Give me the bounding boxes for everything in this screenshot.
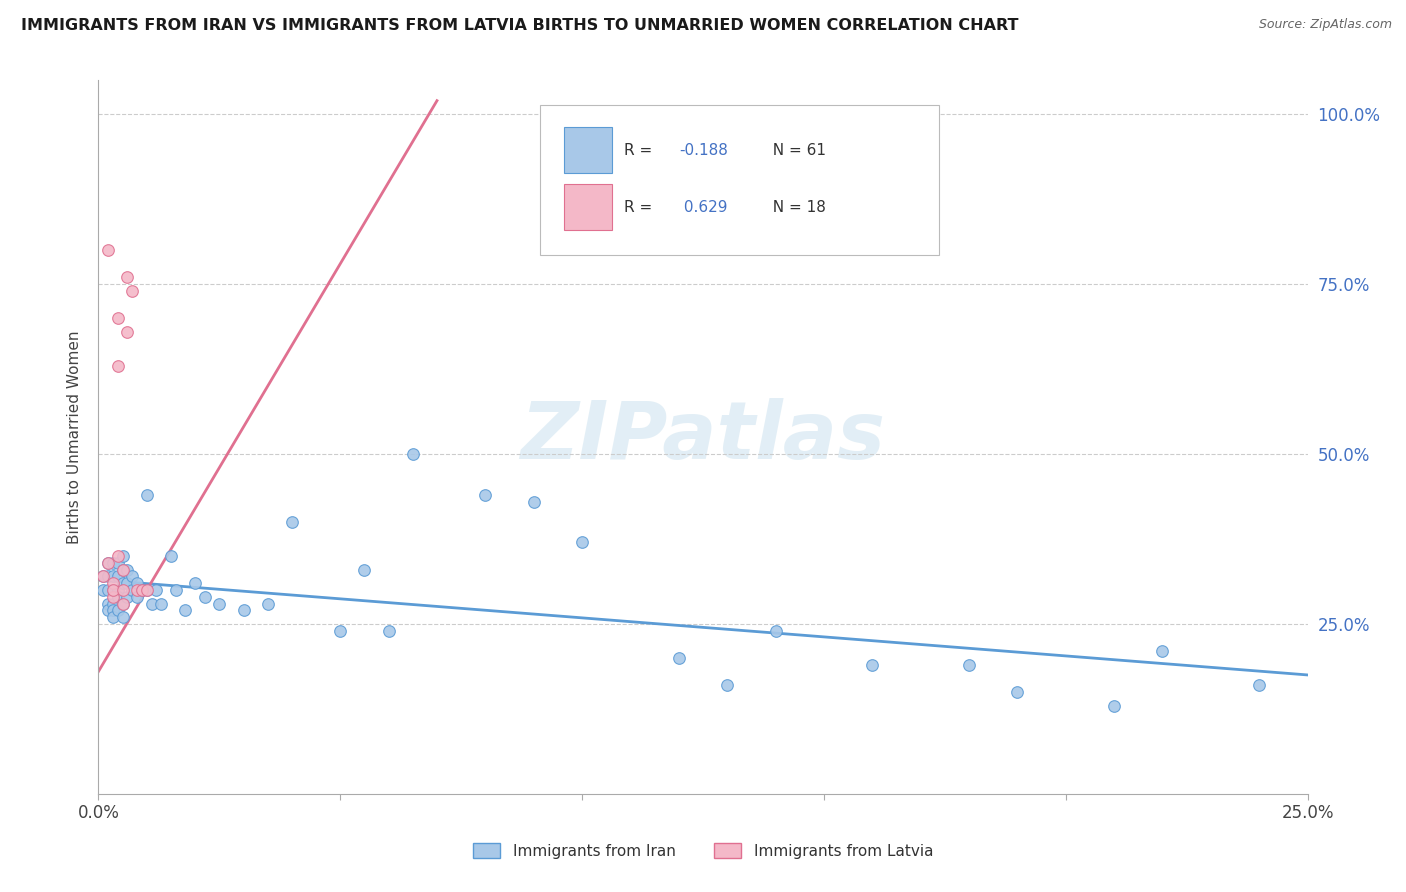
Point [91,582,114,597]
Y-axis label: Births to Unmarried Women: Births to Unmarried Women [66,330,82,544]
Point [571,535,593,549]
Text: IMMIGRANTS FROM IRAN VS IMMIGRANTS FROM LATVIA BIRTHS TO UNMARRIED WOMEN CORRELA: IMMIGRANTS FROM IRAN VS IMMIGRANTS FROM … [21,18,1018,33]
FancyBboxPatch shape [564,127,613,173]
Point [91,569,114,583]
Text: -0.188: -0.188 [679,143,728,158]
Point [101,597,124,611]
Point [91,569,114,583]
Text: Source: ZipAtlas.com: Source: ZipAtlas.com [1258,18,1392,31]
Point [860,657,883,672]
Point [329,624,352,638]
Point [97,243,120,257]
Point [127,576,149,591]
Point [256,597,278,611]
Point [107,549,129,563]
Point [765,624,787,638]
Point [97,603,120,617]
Point [101,576,124,591]
Point [353,563,375,577]
Point [111,582,134,597]
Legend: Immigrants from Iran, Immigrants from Latvia: Immigrants from Iran, Immigrants from La… [467,837,939,864]
Point [668,651,690,665]
Point [1152,644,1174,658]
Point [101,582,124,597]
Point [208,597,231,611]
Point [97,556,120,570]
Point [107,590,129,604]
Point [135,582,157,597]
Text: R =: R = [624,143,658,158]
Point [474,488,496,502]
Point [111,576,134,591]
Point [165,582,187,597]
Point [107,556,129,570]
Point [101,610,124,624]
Text: ZIPatlas: ZIPatlas [520,398,886,476]
Point [194,590,217,604]
Point [111,610,134,624]
Point [111,597,134,611]
Point [131,582,153,597]
Point [145,582,167,597]
Point [101,582,124,597]
Point [117,270,139,285]
Point [1007,685,1029,699]
Point [97,582,120,597]
Text: R =: R = [624,200,658,215]
Point [131,582,153,597]
Point [121,569,143,583]
Point [107,582,129,597]
Point [107,569,129,583]
FancyBboxPatch shape [564,184,613,230]
Point [97,597,120,611]
Point [174,603,197,617]
Point [101,590,124,604]
Point [97,569,120,583]
Point [117,563,139,577]
Point [101,556,124,570]
Point [107,359,129,373]
Point [160,549,183,563]
Point [127,590,149,604]
Point [184,576,207,591]
Point [117,576,139,591]
Point [1249,678,1271,692]
Point [377,624,399,638]
FancyBboxPatch shape [540,105,939,255]
Point [101,603,124,617]
Point [135,582,157,597]
Point [135,488,157,502]
Point [111,597,134,611]
Point [97,556,120,570]
Point [127,582,149,597]
Text: N = 61: N = 61 [763,143,827,158]
Point [1102,698,1125,713]
Point [107,603,129,617]
Point [121,284,143,298]
Point [402,447,425,461]
Point [121,582,143,597]
Point [141,597,163,611]
Point [281,515,304,529]
Point [107,311,129,326]
Point [957,657,980,672]
Point [117,590,139,604]
Point [716,678,738,692]
Text: N = 18: N = 18 [763,200,827,215]
Point [117,325,139,339]
Point [523,494,546,508]
Text: 0.629: 0.629 [679,200,727,215]
Point [111,563,134,577]
Point [232,603,254,617]
Point [111,563,134,577]
Point [150,597,173,611]
Point [101,569,124,583]
Point [111,549,134,563]
